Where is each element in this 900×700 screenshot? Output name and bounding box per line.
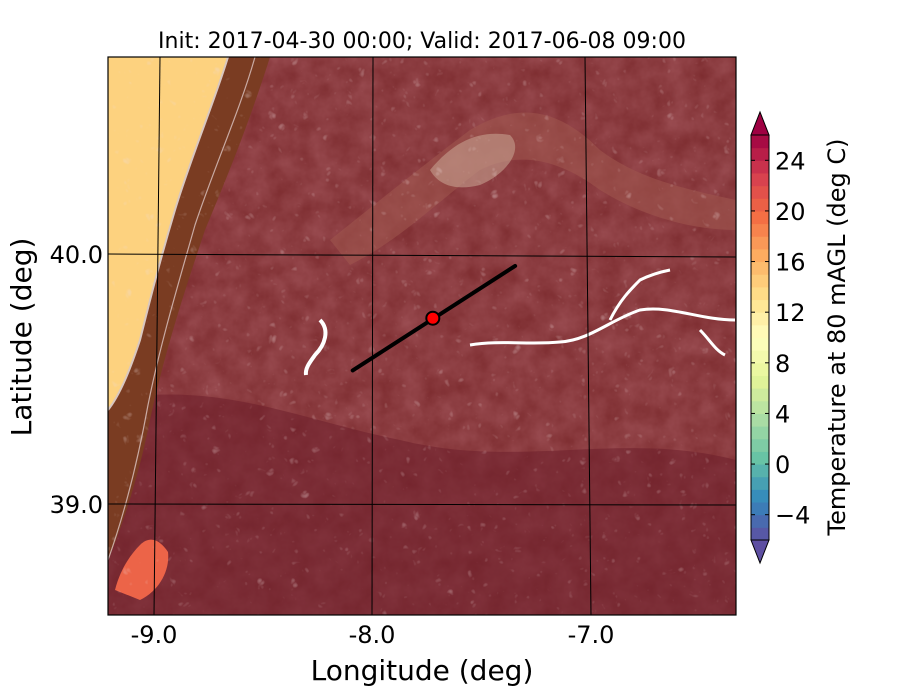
colorbar-tick-label: 8 bbox=[775, 350, 790, 378]
colorbar-tick-label: 0 bbox=[775, 451, 790, 479]
colorbar-segment bbox=[751, 350, 769, 364]
x-tick-labels: -9.0 -8.0 -7.0 bbox=[131, 621, 615, 649]
river-feature bbox=[469, 307, 736, 347]
colorbar-segment bbox=[751, 451, 769, 465]
colorbar-ticks: 24 20 16 12 8 4 0 −4 bbox=[751, 147, 810, 530]
colorbar-segment bbox=[751, 324, 769, 338]
y-tick-labels: 40.0 39.0 bbox=[50, 241, 103, 519]
x-tick-label: -8.0 bbox=[349, 621, 396, 649]
colorbar-label: Temperature at 80 mAGL (deg C) bbox=[823, 139, 851, 537]
colorbar-segment bbox=[751, 248, 769, 263]
colorbar-segment bbox=[751, 426, 769, 440]
colorbar-segment bbox=[751, 375, 769, 389]
colorbar-tick-label: 16 bbox=[775, 249, 806, 277]
colorbar-segment bbox=[751, 400, 769, 414]
colorbar-segment bbox=[751, 489, 769, 503]
colorbar-extend-max bbox=[750, 110, 770, 136]
colorbar-segment bbox=[751, 362, 769, 376]
colorbar-segment bbox=[751, 172, 769, 187]
colorbar-extend-min bbox=[750, 539, 770, 565]
colorbar-segment bbox=[751, 388, 769, 402]
colorbar-segment bbox=[751, 502, 769, 516]
colorbar-segment bbox=[751, 299, 769, 313]
y-tick-label: 40.0 bbox=[50, 241, 103, 269]
colorbar-segment bbox=[751, 147, 769, 161]
x-tick-label: -9.0 bbox=[131, 621, 178, 649]
colorbar-segment bbox=[751, 464, 769, 478]
colorbar-segment bbox=[751, 223, 769, 237]
colorbar-segment bbox=[751, 261, 769, 275]
map-frame bbox=[107, 56, 737, 616]
y-axis-label: Latitude (deg) bbox=[5, 238, 38, 437]
y-tick-label: 39.0 bbox=[50, 491, 103, 519]
colorbar-segment bbox=[751, 135, 769, 149]
colorbar-tick-label: 12 bbox=[775, 299, 806, 327]
colorbar-segment bbox=[751, 337, 769, 351]
colorbar: 24 20 16 12 8 4 0 −4 bbox=[750, 110, 810, 565]
colorbar-segment bbox=[751, 514, 769, 528]
colorbar-segment bbox=[751, 286, 769, 301]
colorbar-segment bbox=[751, 274, 769, 288]
colorbar-segment bbox=[751, 198, 769, 212]
river-feature bbox=[608, 268, 671, 321]
colorbar-segment bbox=[751, 438, 769, 452]
x-axis-label: Longitude (deg) bbox=[311, 654, 534, 687]
contour-lines bbox=[108, 57, 736, 615]
colorbar-tick-label: −4 bbox=[775, 502, 810, 530]
coast-contour bbox=[108, 57, 229, 411]
colorbar-tick-label: 20 bbox=[775, 198, 806, 226]
colorbar-segment bbox=[751, 312, 769, 326]
x-tick-label: -7.0 bbox=[568, 621, 615, 649]
lat-gridlines bbox=[108, 253, 736, 506]
colorbar-tick-label: 24 bbox=[775, 147, 806, 175]
colorbar-frame bbox=[750, 134, 770, 541]
colorbar-segment bbox=[751, 236, 769, 250]
colorbar-segment bbox=[751, 413, 769, 427]
location-marker[interactable] bbox=[425, 310, 441, 326]
colorbar-segment bbox=[751, 527, 769, 541]
colorbar-segment bbox=[751, 160, 769, 174]
map-title: Init: 2017-04-30 00:00; Valid: 2017-06-0… bbox=[158, 29, 686, 54]
lon-gridlines bbox=[153, 57, 592, 615]
colorbar-segment bbox=[751, 476, 769, 490]
river-feature bbox=[698, 328, 726, 357]
colorbar-segment bbox=[751, 210, 769, 225]
coast-contour-2 bbox=[108, 57, 256, 561]
river-feature bbox=[303, 318, 328, 376]
colorbar-segment bbox=[751, 185, 769, 199]
colorbar-tick-label: 4 bbox=[775, 400, 790, 428]
map-panel[interactable] bbox=[108, 57, 736, 615]
colorbar-segments bbox=[751, 135, 769, 541]
